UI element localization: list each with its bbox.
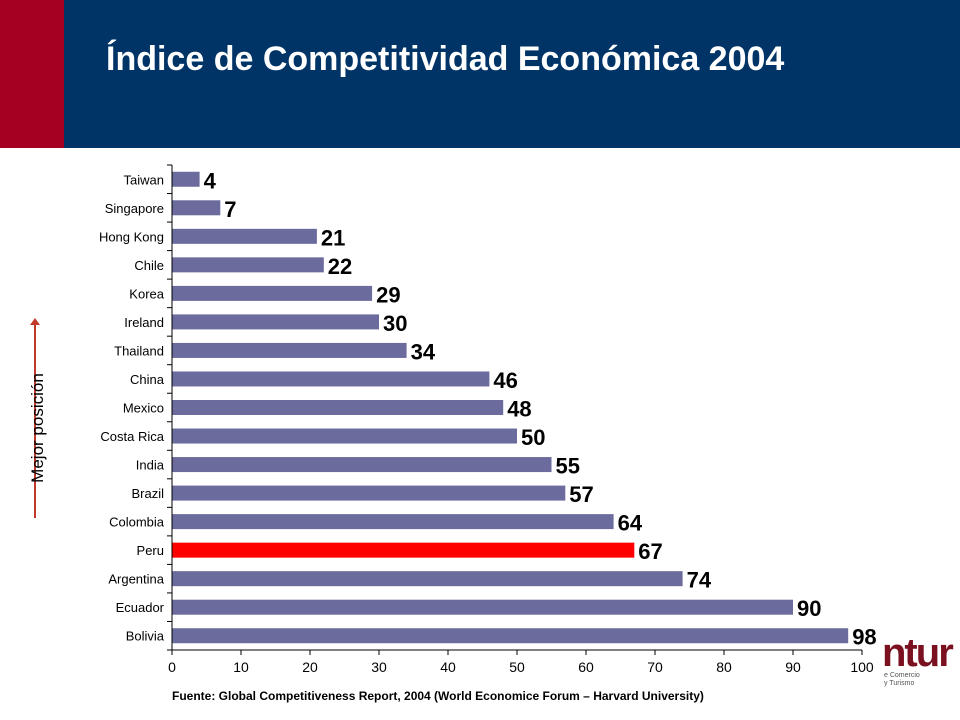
up-arrow-icon bbox=[30, 318, 40, 518]
category-label: Costa Rica bbox=[100, 429, 164, 444]
category-label: Brazil bbox=[131, 486, 164, 501]
category-label: Korea bbox=[129, 286, 164, 301]
category-label: Singapore bbox=[105, 201, 164, 216]
data-label: 57 bbox=[569, 482, 593, 507]
x-tick-label: 100 bbox=[850, 659, 874, 675]
x-tick-label: 80 bbox=[716, 659, 732, 675]
data-label: 34 bbox=[411, 339, 436, 364]
data-label: 48 bbox=[507, 397, 531, 422]
data-label: 50 bbox=[521, 425, 545, 450]
category-label: Ireland bbox=[124, 315, 164, 330]
category-label: Mexico bbox=[123, 401, 164, 416]
category-label: Chile bbox=[134, 258, 164, 273]
x-tick-label: 70 bbox=[647, 659, 663, 675]
bar bbox=[172, 485, 566, 501]
bar bbox=[172, 571, 683, 587]
data-label: 22 bbox=[328, 254, 352, 279]
data-label: 74 bbox=[687, 568, 712, 593]
source-note: Fuente: Global Competitiveness Report, 2… bbox=[172, 689, 704, 703]
category-label: Bolivia bbox=[126, 629, 165, 644]
x-tick-label: 30 bbox=[371, 659, 387, 675]
bar-chart: Taiwan 4 Singapore 7 Hong Kong 21 Chile 22 Korea… bbox=[99, 164, 877, 675]
category-label: Peru bbox=[137, 543, 164, 558]
data-label: 64 bbox=[618, 511, 643, 536]
bar bbox=[172, 257, 324, 273]
bar bbox=[172, 371, 490, 387]
category-label: Colombia bbox=[109, 515, 165, 530]
logo-wordmark: ntur bbox=[882, 631, 954, 675]
bar bbox=[172, 285, 373, 301]
category-label: Taiwan bbox=[124, 172, 164, 187]
data-label: 4 bbox=[204, 168, 217, 193]
x-tick-label: 0 bbox=[168, 659, 176, 675]
category-label: China bbox=[130, 372, 165, 387]
data-label: 90 bbox=[797, 596, 821, 621]
logo-subtext-line: y Turismo bbox=[884, 680, 915, 687]
bar bbox=[172, 628, 849, 644]
data-label: 30 bbox=[383, 311, 407, 336]
data-label: 98 bbox=[852, 625, 876, 650]
bar bbox=[172, 228, 317, 244]
bar-highlight bbox=[172, 542, 635, 558]
data-label: 55 bbox=[556, 454, 580, 479]
data-label: 29 bbox=[376, 282, 400, 307]
logo-subtext-line: e Comercio bbox=[884, 672, 920, 679]
bar bbox=[172, 342, 407, 358]
side-label: Mejor posición bbox=[28, 373, 47, 483]
x-tick-label: 60 bbox=[578, 659, 594, 675]
bar bbox=[172, 200, 221, 216]
bar bbox=[172, 599, 793, 615]
slide-title: Índice de Competitividad Económica 2004 bbox=[106, 40, 785, 78]
category-label: Argentina bbox=[108, 572, 164, 587]
data-label: 46 bbox=[493, 368, 517, 393]
bar bbox=[172, 428, 517, 444]
data-label: 7 bbox=[224, 197, 236, 222]
x-tick-label: 90 bbox=[785, 659, 801, 675]
x-tick-label: 10 bbox=[233, 659, 249, 675]
bar bbox=[172, 514, 614, 530]
bar bbox=[172, 171, 200, 187]
x-tick-label: 50 bbox=[509, 659, 525, 675]
logo: ntur e Comercio y Turismo bbox=[878, 630, 960, 690]
logo-subtext: e Comercio y Turismo bbox=[884, 672, 920, 688]
category-label: Ecuador bbox=[116, 600, 165, 615]
category-label: Hong Kong bbox=[99, 229, 164, 244]
bar bbox=[172, 457, 552, 473]
data-label: 21 bbox=[321, 225, 345, 250]
data-label: 67 bbox=[638, 539, 662, 564]
x-tick-label: 20 bbox=[302, 659, 318, 675]
bar bbox=[172, 314, 379, 330]
category-label: India bbox=[136, 458, 165, 473]
header-accent bbox=[0, 0, 64, 148]
header-band bbox=[0, 0, 960, 148]
bar bbox=[172, 400, 504, 415]
x-tick-label: 40 bbox=[440, 659, 456, 675]
category-label: Thailand bbox=[114, 343, 164, 358]
